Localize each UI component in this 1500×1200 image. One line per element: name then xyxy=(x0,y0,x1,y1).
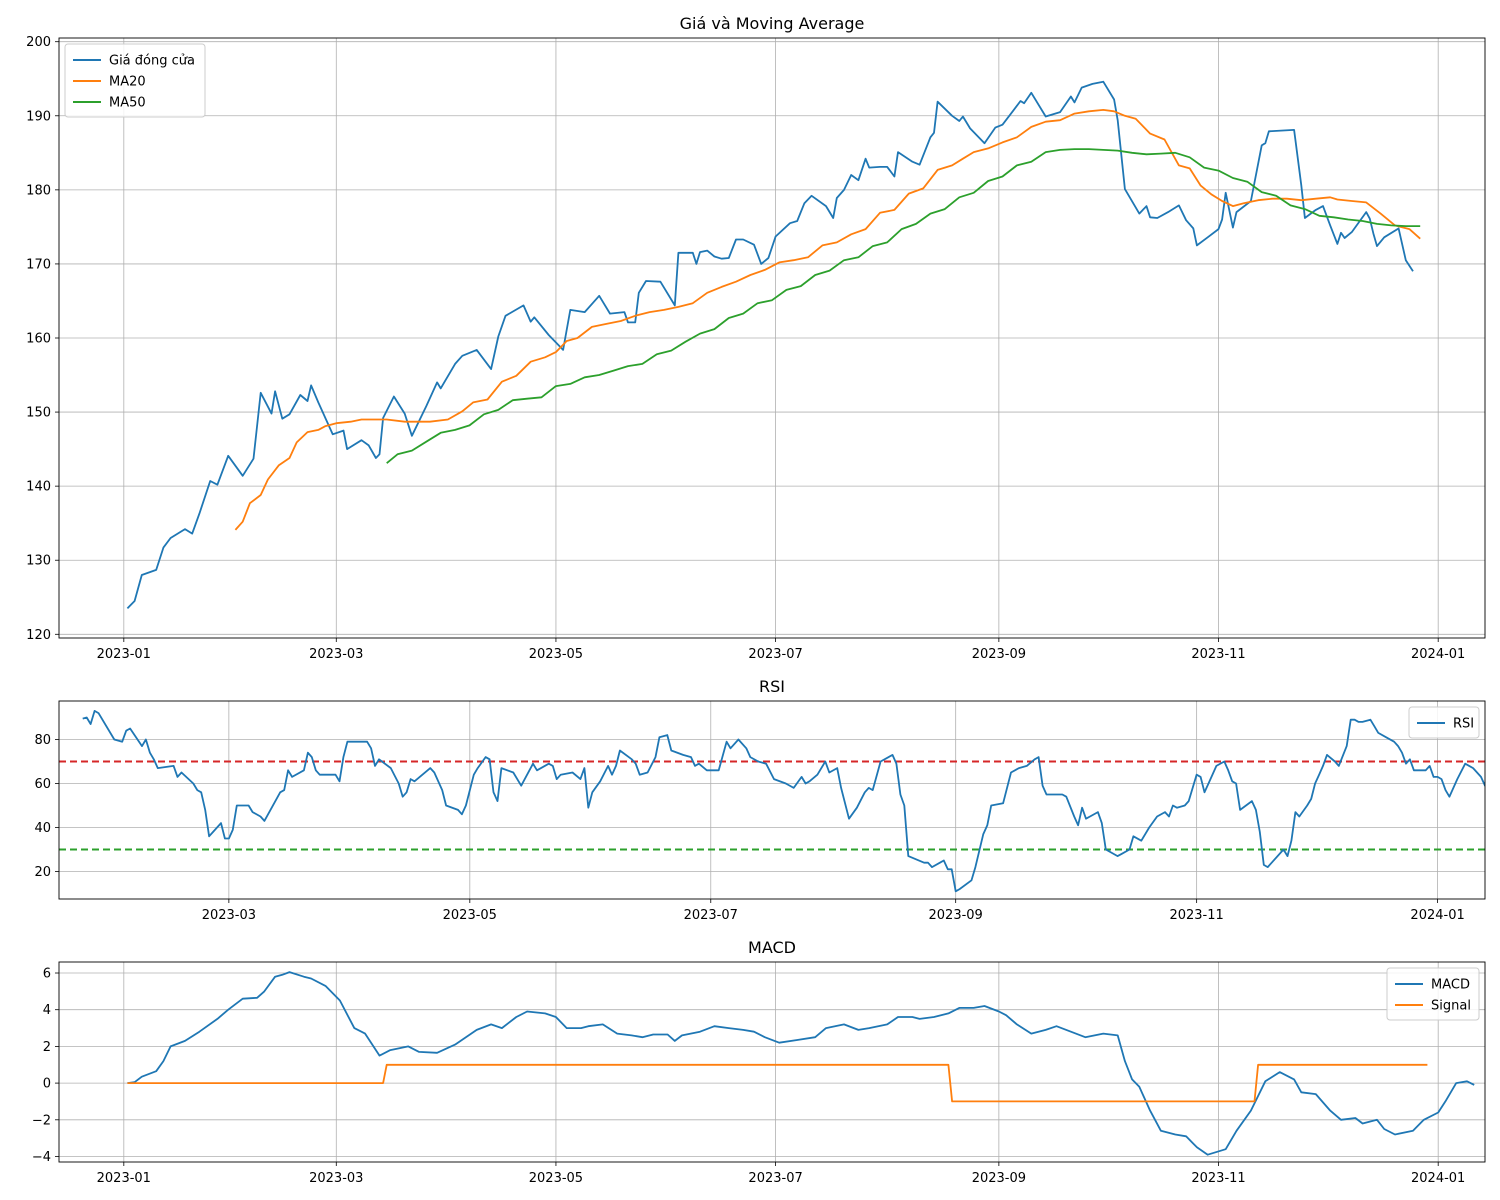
legend-label: MA50 xyxy=(109,96,146,111)
macd-legend: MACD Signal xyxy=(1386,967,1480,1021)
y-tick-label: −2 xyxy=(32,1113,51,1128)
rsi-legend: RSI xyxy=(1408,706,1480,739)
macd-grid xyxy=(59,962,1485,1162)
y-tick-label: 40 xyxy=(34,821,51,836)
y-tick-label: 4 xyxy=(43,1003,51,1018)
legend-label: Signal xyxy=(1431,999,1471,1014)
x-tick-label: 2023-09 xyxy=(972,647,1026,662)
axes-frame xyxy=(58,700,1486,900)
y-tick-label: 120 xyxy=(26,628,51,643)
x-tick-label: 2023-09 xyxy=(972,1171,1026,1186)
y-tick-label: 170 xyxy=(26,257,51,272)
price-ma-series xyxy=(126,80,1421,610)
series-line-ma20 xyxy=(234,109,1421,531)
x-tick-label: 2023-01 xyxy=(97,647,151,662)
rsi-panel: RSI 2023-03 2023-05 2023-07 2023-09 2023-11 2… xyxy=(34,677,1486,923)
y-tick-label: 20 xyxy=(34,865,51,880)
y-tick-label: 190 xyxy=(26,109,51,124)
x-tick-label: 2024-01 xyxy=(1410,908,1464,923)
legend-label: MACD xyxy=(1431,978,1470,993)
x-tick-label: 2023-05 xyxy=(529,1171,583,1186)
x-tick-label: 2023-05 xyxy=(529,647,583,662)
axes-frame xyxy=(58,37,1486,639)
x-tick-label: 2023-07 xyxy=(748,1171,802,1186)
y-tick-label: 2 xyxy=(43,1040,51,1055)
legend-box xyxy=(1386,967,1480,1021)
y-tick-label: 130 xyxy=(26,554,51,569)
x-tick-label: 2023-11 xyxy=(1169,908,1223,923)
x-tick-label: 2023-03 xyxy=(309,647,363,662)
x-tick-label: 2023-11 xyxy=(1191,1171,1245,1186)
x-tick-label: 2023-11 xyxy=(1191,647,1245,662)
series-line-signal xyxy=(127,1063,1428,1103)
legend-box xyxy=(64,43,206,118)
rsi-axes: 2023-03 2023-05 2023-07 2023-09 2023-11 2024-… xyxy=(34,700,1486,923)
axes-frame xyxy=(58,961,1486,1163)
rsi-grid xyxy=(59,701,1485,899)
y-tick-label: 80 xyxy=(34,733,51,748)
y-tick-label: 180 xyxy=(26,183,51,198)
price-ma-legend: Giá đóng cửa MA20 MA50 xyxy=(64,43,206,118)
macd-axes: 2023-01 2023-03 2023-05 2023-07 2023-09 2023-… xyxy=(32,961,1486,1186)
price-ma-title: Giá và Moving Average xyxy=(680,14,865,33)
y-tick-label: 140 xyxy=(26,480,51,495)
series-line-ma50 xyxy=(386,148,1421,464)
x-tick-label: 2023-09 xyxy=(929,908,983,923)
series-line-macd xyxy=(127,971,1475,1156)
x-tick-label: 2024-01 xyxy=(1411,647,1465,662)
legend-label: Giá đóng cửa xyxy=(109,54,195,69)
y-tick-label: −4 xyxy=(32,1150,51,1165)
x-tick-label: 2023-03 xyxy=(202,908,256,923)
y-tick-label: 6 xyxy=(43,967,51,982)
price-ma-panel: Giá và Moving Average 2023-01 2023-03 2023… xyxy=(26,14,1486,662)
legend-label: RSI xyxy=(1453,717,1474,732)
price-ma-grid xyxy=(59,38,1485,638)
y-tick-label: 150 xyxy=(26,406,51,421)
x-tick-label: 2023-03 xyxy=(309,1171,363,1186)
macd-title: MACD xyxy=(748,938,796,957)
rsi-title: RSI xyxy=(759,677,785,696)
y-tick-label: 160 xyxy=(26,332,51,347)
x-tick-label: 2023-07 xyxy=(748,647,802,662)
x-tick-label: 2024-01 xyxy=(1411,1171,1465,1186)
price-ma-axes: 2023-01 2023-03 2023-05 2023-07 2023-09 2023-… xyxy=(26,35,1486,662)
x-tick-label: 2023-05 xyxy=(443,908,497,923)
macd-series xyxy=(127,971,1475,1156)
series-line-gi-ng-c-a xyxy=(126,80,1414,610)
macd-panel: MACD 2023-01 2023-03 2023-05 2023-07 2023-09… xyxy=(32,938,1486,1186)
rsi-reference-lines xyxy=(59,760,1485,851)
x-tick-label: 2023-01 xyxy=(97,1171,151,1186)
y-tick-label: 200 xyxy=(26,35,51,50)
x-tick-label: 2023-07 xyxy=(684,908,738,923)
legend-label: MA20 xyxy=(109,75,146,90)
y-tick-label: 60 xyxy=(34,777,51,792)
rsi-series xyxy=(82,710,1485,893)
series-line-rsi xyxy=(82,710,1485,893)
y-tick-label: 0 xyxy=(43,1077,51,1092)
